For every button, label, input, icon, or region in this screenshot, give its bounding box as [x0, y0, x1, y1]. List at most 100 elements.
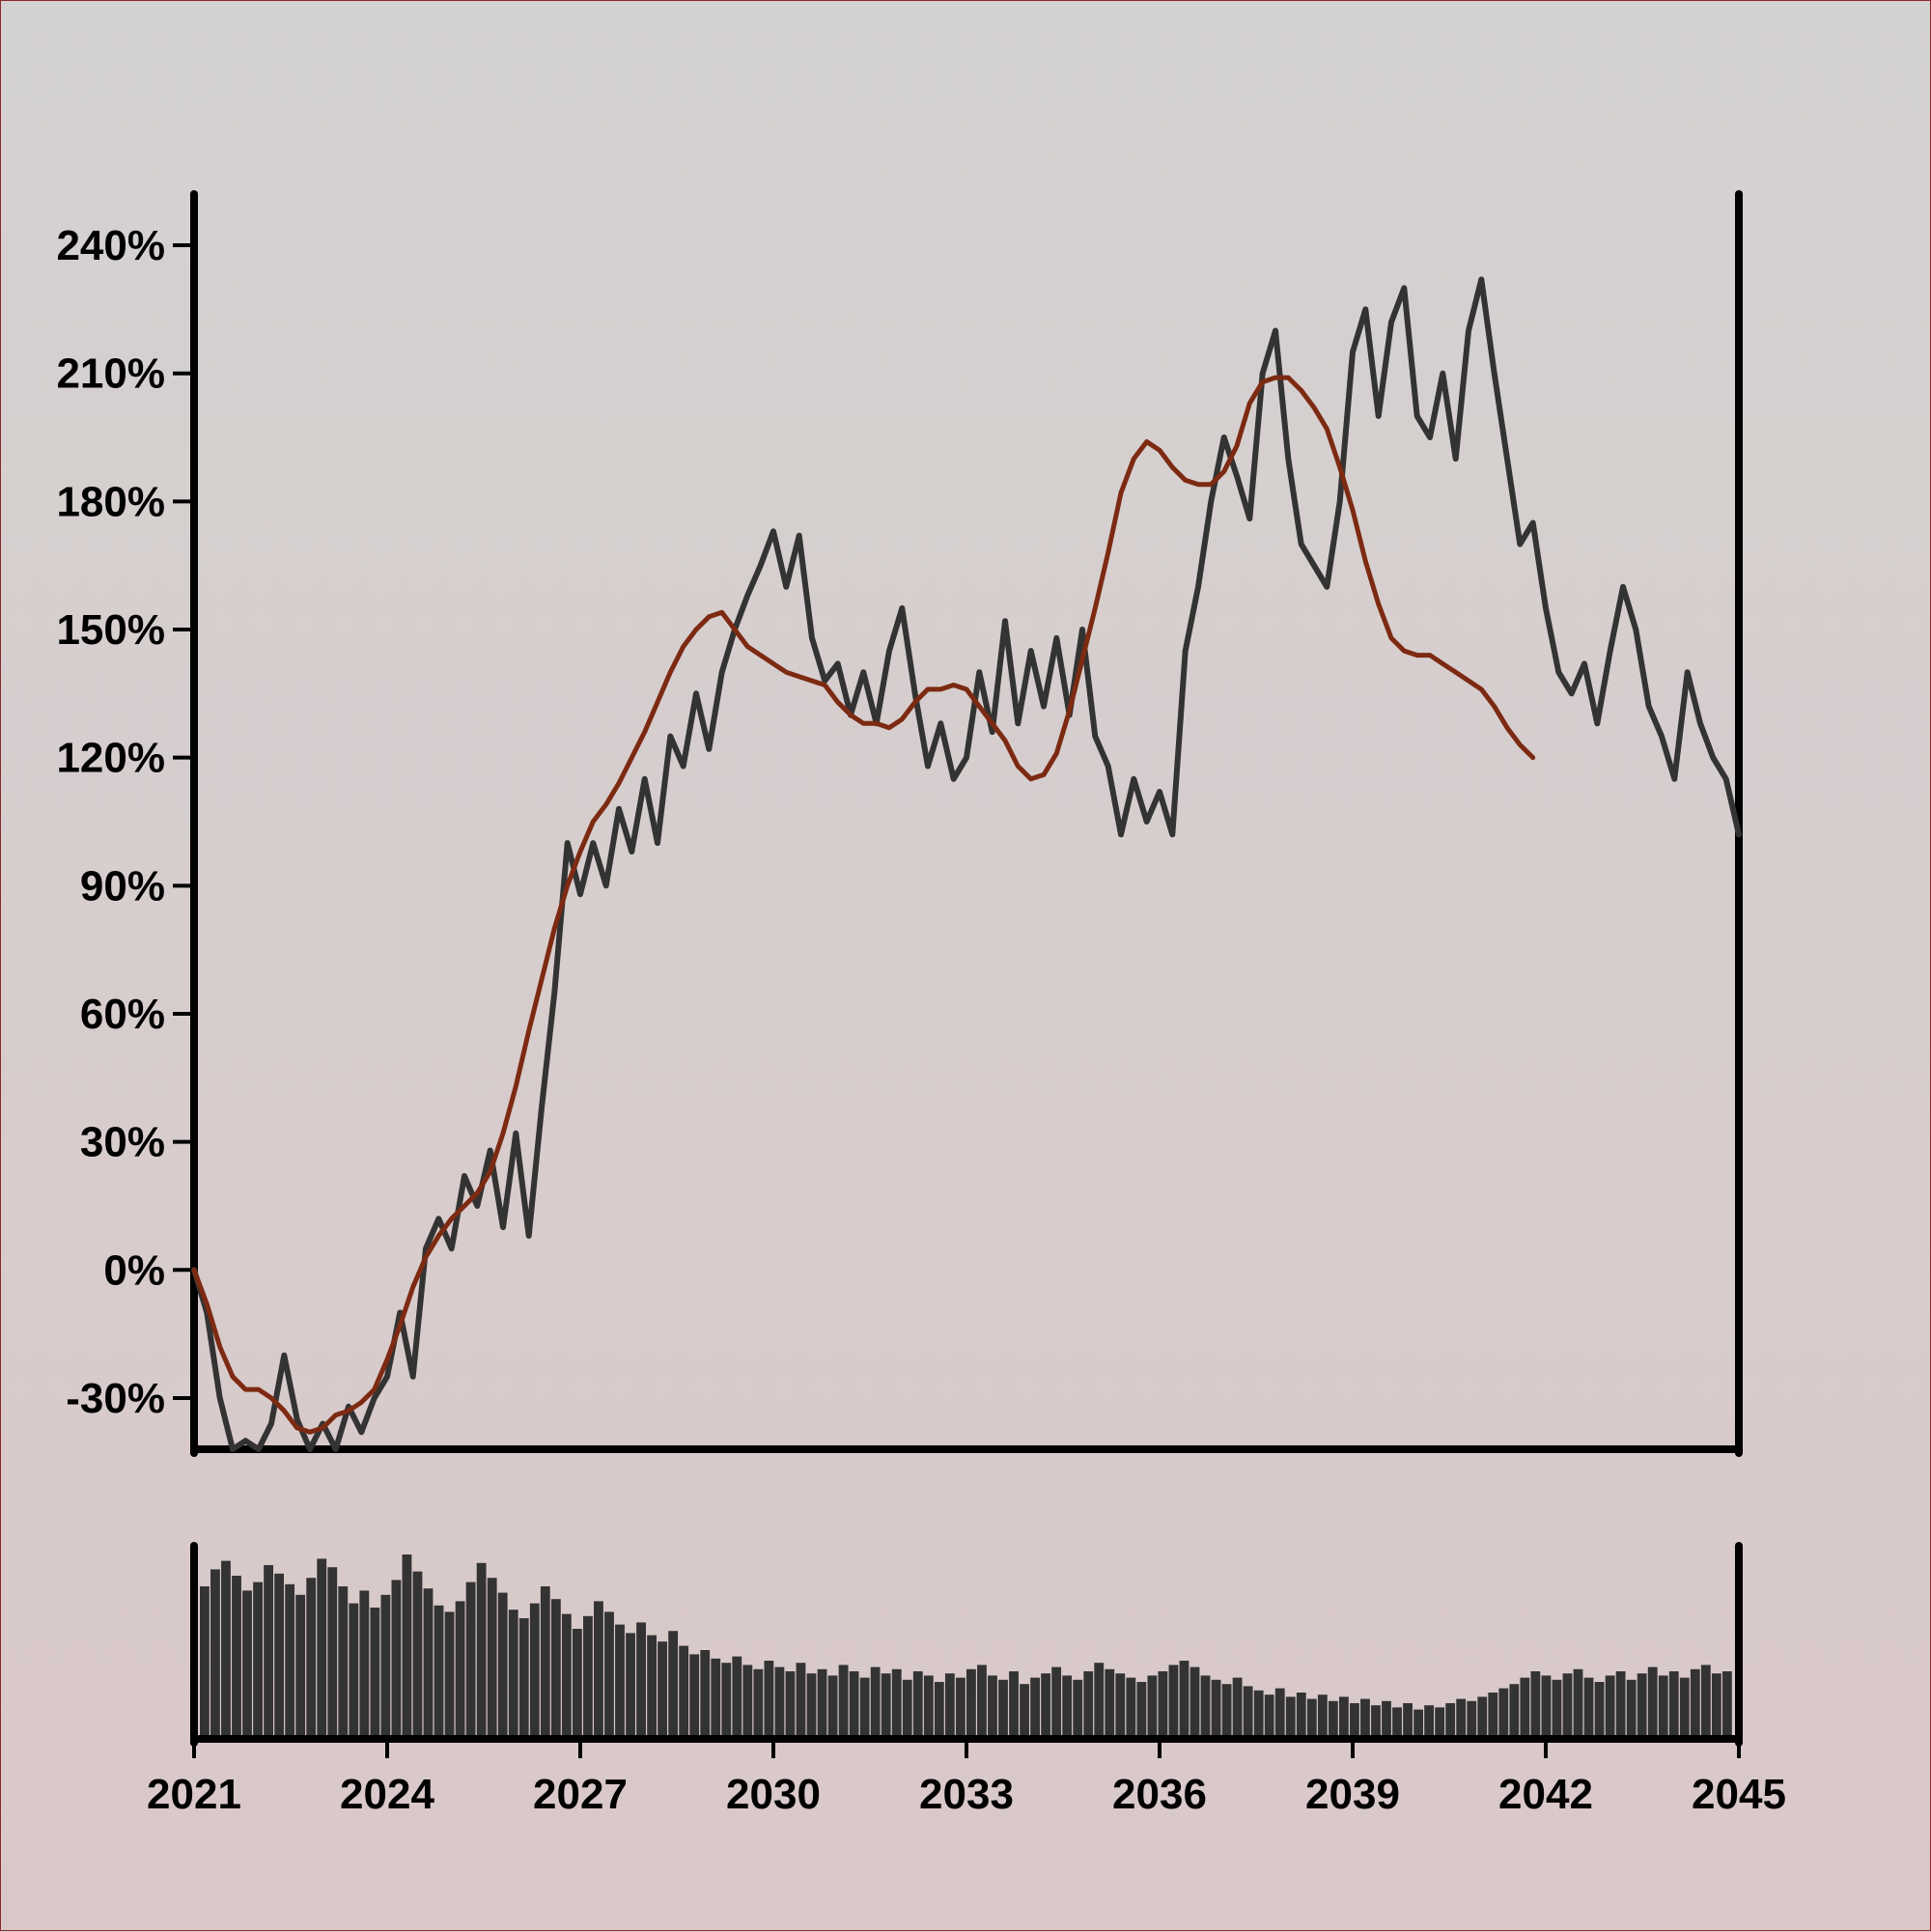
- x-tick-label: 2027: [533, 1771, 628, 1818]
- volume-bar: [1403, 1703, 1413, 1735]
- volume-bar: [1147, 1675, 1158, 1735]
- volume-bar: [1328, 1700, 1338, 1735]
- volume-bar: [934, 1682, 944, 1735]
- volume-bar: [711, 1658, 721, 1735]
- volume-bar: [1083, 1671, 1094, 1735]
- volume-bar: [583, 1615, 593, 1735]
- volume-bar: [1392, 1707, 1402, 1735]
- volume-bar: [1115, 1673, 1126, 1735]
- volume-bar: [870, 1666, 881, 1735]
- volume-bar: [1360, 1698, 1370, 1735]
- volume-bar: [1041, 1673, 1051, 1735]
- volume-bar: [1317, 1694, 1328, 1735]
- volume-bar: [1562, 1673, 1573, 1735]
- x-tick-label: 2024: [340, 1771, 434, 1818]
- volume-bar: [1520, 1677, 1530, 1735]
- volume-bar: [1285, 1696, 1296, 1735]
- x-tick-label: 2021: [147, 1771, 241, 1818]
- volume-bar: [572, 1629, 582, 1735]
- volume-bar: [1509, 1684, 1520, 1735]
- volume-bar: [827, 1675, 838, 1735]
- volume-bar: [966, 1668, 976, 1735]
- volume-bar: [529, 1603, 540, 1735]
- y-tick-label: 30%: [80, 1119, 165, 1166]
- volume-bar: [1179, 1661, 1189, 1735]
- volume-bar: [210, 1569, 220, 1735]
- volume-bar: [1424, 1705, 1435, 1735]
- volume-bar: [881, 1673, 891, 1735]
- volume-bar: [679, 1645, 689, 1735]
- volume-bar: [1435, 1707, 1445, 1735]
- volume-bar: [1221, 1684, 1232, 1735]
- volume-bar: [1445, 1703, 1456, 1735]
- volume-bar: [1189, 1666, 1200, 1735]
- volume-bar: [1296, 1693, 1306, 1735]
- volume-bar: [1626, 1679, 1637, 1735]
- y-tick-label: 180%: [56, 478, 165, 525]
- volume-bar: [1126, 1677, 1136, 1735]
- x-tick-label: 2039: [1305, 1771, 1400, 1818]
- volume-bar: [1679, 1677, 1690, 1735]
- volume-bar: [647, 1635, 657, 1735]
- volume-bar: [349, 1603, 359, 1735]
- volume-bar: [1168, 1665, 1179, 1735]
- moving-average-line: [191, 375, 1536, 1435]
- volume-bar: [242, 1590, 252, 1735]
- volume-bar: [1371, 1705, 1381, 1735]
- volume-bar: [1274, 1688, 1285, 1735]
- volume-bar: [1711, 1673, 1721, 1735]
- volume-bar: [1498, 1688, 1509, 1735]
- volume-bar: [700, 1650, 711, 1735]
- volume-bar: [200, 1586, 210, 1735]
- volume-bar: [253, 1582, 263, 1735]
- volume-bar: [518, 1618, 529, 1735]
- x-tick-label: 2030: [726, 1771, 821, 1818]
- volume-bar: [285, 1583, 295, 1735]
- volume-bar: [774, 1666, 785, 1735]
- volume-bar: [1306, 1698, 1317, 1735]
- volume-bar: [1232, 1677, 1243, 1735]
- volume-bar: [689, 1654, 700, 1735]
- volume-bar: [615, 1624, 625, 1735]
- volume-bar: [508, 1610, 518, 1735]
- volume-bar: [626, 1633, 635, 1735]
- volume-bar: [1105, 1668, 1115, 1735]
- volume-bar: [1477, 1696, 1488, 1735]
- volume-bar: [1583, 1677, 1594, 1735]
- volume-bar: [455, 1601, 465, 1735]
- volume-bar: [465, 1582, 476, 1735]
- volume-bar: [1253, 1690, 1264, 1735]
- x-tick-label: 2042: [1498, 1771, 1593, 1818]
- volume-bar: [1200, 1675, 1211, 1735]
- volume-bar: [338, 1586, 349, 1735]
- volume-bar: [1062, 1675, 1073, 1735]
- volume-bar: [444, 1611, 455, 1735]
- volume-bar: [817, 1668, 827, 1735]
- y-tick-label: 240%: [56, 222, 165, 269]
- volume-bar: [1668, 1671, 1679, 1735]
- y-tick-label: 90%: [80, 862, 165, 910]
- x-tick-label: 2033: [919, 1771, 1014, 1818]
- volume-bar: [1467, 1700, 1477, 1735]
- volume-bar: [721, 1663, 732, 1735]
- volume-bar: [274, 1573, 285, 1735]
- volume-bar: [423, 1588, 434, 1735]
- volume-bar: [487, 1578, 497, 1735]
- volume-bar: [1647, 1666, 1658, 1735]
- volume-bar: [785, 1671, 796, 1735]
- volume-bar: [1541, 1675, 1552, 1735]
- volume-bar: [497, 1592, 508, 1735]
- y-tick-label: 0%: [103, 1246, 165, 1294]
- volume-bar: [402, 1554, 412, 1735]
- volume-bar: [1338, 1696, 1349, 1735]
- volume-bar: [1073, 1679, 1083, 1735]
- volume-bar: [1552, 1679, 1562, 1735]
- x-tick-label: 2045: [1692, 1771, 1786, 1818]
- volume-bar: [912, 1671, 923, 1735]
- volume-bar: [1243, 1686, 1253, 1735]
- volume-bar: [796, 1663, 806, 1735]
- y-tick-label: 150%: [56, 606, 165, 654]
- volume-bar: [370, 1608, 380, 1735]
